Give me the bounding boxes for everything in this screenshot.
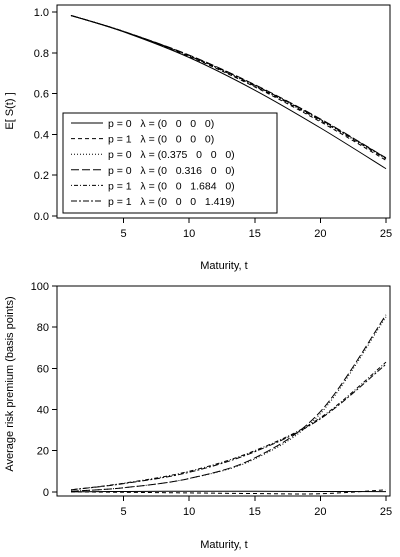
- survival-series-line-6: [70, 14, 387, 159]
- risk-premium-plot-frame: [56, 285, 391, 497]
- survival-y-axis-title: E[ S(t) ]: [4, 92, 16, 129]
- survival-y-tick-label: 1.0: [34, 7, 49, 19]
- risk-premium-series-line-4: [70, 314, 387, 492]
- risk-premium-y-axis: 0 20 40 60 80 100: [31, 281, 57, 499]
- risk-premium-x-tick-label: 5: [120, 506, 126, 518]
- survival-y-tick-label: 0.8: [34, 48, 49, 60]
- risk-premium-series-line-2: [70, 489, 387, 495]
- survival-y-axis: 0.0 0.2 0.4 0.6 0.8 1.0: [34, 7, 57, 223]
- risk-premium-x-tick-label: 10: [183, 506, 195, 518]
- survival-x-tick-label: 25: [380, 228, 392, 240]
- survival-y-tick-label: 0.4: [34, 129, 49, 141]
- risk-premium-x-axis-title: Maturity, t: [200, 539, 247, 551]
- survival-chart: 0.0 0.2 0.4 0.6 0.8 1.0 5 10 15 20 25 Maturity, t…: [4, 4, 392, 272]
- survival-y-tick-label: 0.6: [34, 89, 49, 101]
- risk-premium-x-axis: 5 10 15 20 25: [120, 496, 392, 518]
- risk-premium-chart: 0 20 40 60 80 100 5 10 15 20 25 Maturity, t Avera…: [4, 281, 392, 551]
- legend-entry-label: p = 0 λ = (0 0.316 0 0): [108, 165, 235, 177]
- survival-series-group: [70, 14, 387, 170]
- legend-entry-label: p = 1 λ = (0 0 0 1.419): [108, 196, 235, 208]
- legend-entry-label: p = 0 λ = (0.375 0 0 0): [108, 149, 235, 161]
- survival-y-tick-label: 0.0: [34, 211, 49, 223]
- risk-premium-x-tick-label: 25: [380, 506, 392, 518]
- survival-series-line-4: [70, 14, 387, 159]
- legend-entry-label: p = 1 λ = (0 0 1.684 0): [108, 180, 235, 192]
- legend-entry-label: p = 1 λ = (0 0 0 0): [108, 134, 214, 146]
- survival-x-tick-label: 15: [249, 228, 261, 240]
- risk-premium-x-tick-label: 15: [249, 506, 261, 518]
- survival-series-line-5: [70, 14, 387, 160]
- survival-x-axis-title: Maturity, t: [200, 260, 247, 272]
- risk-premium-y-axis-title: Average risk premium (basis points): [4, 296, 16, 471]
- risk-premium-y-tick-label: 60: [37, 363, 49, 375]
- risk-premium-series-line-1: [70, 490, 387, 493]
- survival-x-tick-label: 20: [314, 228, 326, 240]
- survival-plot-frame: [56, 4, 391, 219]
- risk-premium-y-tick-label: 0: [43, 487, 49, 499]
- survival-legend: p = 0 λ = (0 0 0 0) p = 1 λ = (0 0 0 0) p …: [62, 112, 278, 214]
- risk-premium-series-line-3: [70, 316, 387, 492]
- risk-premium-y-tick-label: 20: [37, 446, 49, 458]
- survival-y-tick-label: 0.2: [34, 170, 49, 182]
- risk-premium-series-line-6: [70, 363, 387, 491]
- risk-premium-x-tick-label: 20: [314, 506, 326, 518]
- survival-x-tick-label: 10: [183, 228, 195, 240]
- risk-premium-series-line-5: [70, 361, 387, 491]
- risk-premium-y-tick-label: 80: [37, 322, 49, 334]
- risk-premium-series-group: [70, 314, 387, 495]
- legend-entry-label: p = 0 λ = (0 0 0 0): [108, 118, 214, 130]
- survival-x-axis: 5 10 15 20 25: [120, 218, 392, 240]
- risk-premium-y-tick-label: 100: [31, 281, 49, 293]
- survival-series-line-2: [70, 14, 387, 161]
- risk-premium-y-tick-label: 40: [37, 405, 49, 417]
- legend-box: [62, 112, 278, 214]
- survival-x-tick-label: 5: [120, 228, 126, 240]
